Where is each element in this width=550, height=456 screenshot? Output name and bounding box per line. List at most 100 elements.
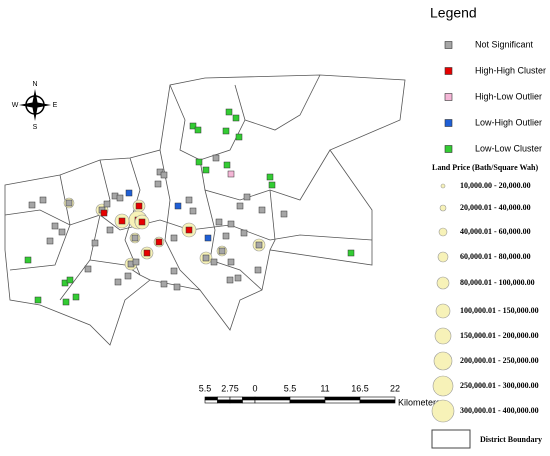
scale-segment <box>229 399 243 404</box>
point-marker <box>236 202 244 210</box>
price-label: 100,000.01 - 150,000.00 <box>460 306 539 315</box>
point-marker <box>212 154 220 162</box>
point-marker <box>227 170 235 178</box>
scale-tick-label: 22 <box>390 383 400 393</box>
point-marker <box>100 209 108 217</box>
point-marker <box>132 258 140 266</box>
price-circle <box>434 327 452 345</box>
point-marker <box>103 200 111 208</box>
point-marker <box>135 202 143 210</box>
scale-unit: Kilometers <box>398 397 441 407</box>
point-marker <box>215 218 223 226</box>
point-marker <box>154 180 162 188</box>
district-line <box>124 157 151 281</box>
price-circle <box>437 251 449 263</box>
point-marker <box>280 210 288 218</box>
scale-segment <box>254 396 291 401</box>
point-marker <box>185 226 193 234</box>
scale-segment <box>242 396 256 401</box>
city-outline <box>4 74 406 346</box>
price-label: 20,000.01 - 40,000.00 <box>460 203 531 212</box>
point-marker <box>155 238 163 246</box>
point-marker <box>46 237 54 245</box>
legend: Not Significant High-High Cluster High-Low… <box>431 39 546 423</box>
district-line <box>9 174 71 271</box>
point-marker <box>174 202 182 210</box>
district-label: District Boundary <box>480 435 542 444</box>
point-marker <box>84 265 92 273</box>
point-marker <box>173 283 181 291</box>
point-marker <box>114 278 122 286</box>
compass-needle <box>19 102 51 108</box>
price-label: 80,000.01 - 100,000.00 <box>460 278 535 287</box>
point-marker <box>160 171 168 179</box>
price-circle <box>433 351 453 371</box>
point-marker <box>185 196 193 204</box>
compass-s: S <box>33 124 38 131</box>
price-circle <box>438 227 448 237</box>
scale-tick-label: 5.5 <box>199 383 212 393</box>
point-marker <box>235 133 243 141</box>
scale-segment <box>324 396 361 401</box>
price-circle <box>436 276 450 290</box>
legend-label: Not Significant <box>475 39 534 49</box>
point-marker <box>210 258 218 266</box>
point-marker <box>254 266 262 274</box>
district-line <box>4 209 373 241</box>
point-marker <box>222 127 230 135</box>
scale-segment <box>359 399 396 404</box>
price-label: 250,000.01 - 300,000.00 <box>460 381 539 390</box>
district-line <box>269 189 276 251</box>
price-label: 200,000.01 - 250,000.00 <box>460 356 539 365</box>
price-label: 150,000.01 - 200,000.00 <box>460 331 539 340</box>
point-marker <box>226 276 234 284</box>
point-marker <box>240 229 248 237</box>
district-line <box>159 149 201 291</box>
scale-segment <box>254 399 291 404</box>
point-marker <box>227 220 235 228</box>
legend-swatch <box>444 93 453 101</box>
point-marker <box>268 181 276 189</box>
north-arrow: N S E W <box>12 81 58 131</box>
point-marker <box>62 298 70 306</box>
scale-segment <box>217 396 231 401</box>
scale-tick-label: 5.5 <box>284 383 297 393</box>
point-marker <box>170 234 178 242</box>
price-circle <box>435 303 451 319</box>
price-label: 40,000.01 - 60,000.00 <box>460 227 531 236</box>
point-marker <box>66 276 74 284</box>
point-marker <box>195 158 203 166</box>
point-marker <box>131 234 139 242</box>
point-marker <box>234 274 242 282</box>
district-line <box>199 149 331 201</box>
legend-label: Low-High Outlier <box>475 117 542 127</box>
price-circle <box>431 399 455 423</box>
scale-segment <box>229 396 243 401</box>
price-label: 300,000.01 - 400,000.00 <box>460 406 539 415</box>
point-marker <box>143 249 151 257</box>
point-marker <box>125 189 133 197</box>
scale-tick-label: 0 <box>252 383 257 393</box>
legend-label: High-Low Outlier <box>475 91 542 101</box>
scale-segment <box>324 399 361 404</box>
legend-swatch <box>444 67 453 75</box>
point-marker <box>202 166 210 174</box>
scale-segment <box>242 399 256 404</box>
scale-segment <box>289 399 326 404</box>
point-marker <box>39 196 47 204</box>
scale-tick-label: 16.5 <box>351 383 369 393</box>
point-marker <box>91 239 99 247</box>
point-marker <box>28 201 36 209</box>
point-marker <box>347 249 355 257</box>
land-price-title: Land Price (Bath/Square Wah) <box>432 163 539 172</box>
point-marker <box>232 114 240 122</box>
point-marker <box>106 226 114 234</box>
price-circle <box>439 204 447 212</box>
legend-label: Low-Low Cluster <box>475 143 542 153</box>
point-marker <box>189 122 197 130</box>
point-marker <box>170 267 178 275</box>
point-marker <box>72 293 80 301</box>
point-layer <box>24 108 355 306</box>
point-marker <box>223 161 231 169</box>
